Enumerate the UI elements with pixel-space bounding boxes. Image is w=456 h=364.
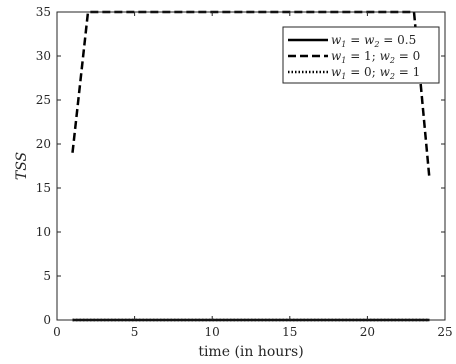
x-tick-label: 5	[131, 325, 139, 339]
x-axis-label: time (in hours)	[198, 344, 303, 360]
legend-label-2: w1 = 1; w2 = 0	[331, 49, 420, 65]
plot-frame	[56, 11, 446, 321]
legend-box	[282, 26, 440, 84]
legend-label-1: w1 = w2 = 0.5	[331, 33, 416, 49]
x-tick-label: 20	[360, 325, 375, 339]
ticks-layer: 0 5 10 15 20 25 0 5 10 15 20 25 30 35	[36, 5, 453, 339]
y-tick-label: 10	[36, 225, 51, 239]
legend-label-3: w1 = 0; w2 = 1	[331, 65, 420, 81]
y-tick-label: 0	[43, 313, 51, 327]
y-axis-label: TSS	[14, 152, 30, 180]
x-tick-label: 10	[205, 325, 220, 339]
x-tick-label: 0	[53, 325, 61, 339]
y-tick-label: 15	[36, 181, 51, 195]
legend: w1 = w2 = 0.5 w1 = 1; w2 = 0 w1 = 0; w2 …	[282, 26, 440, 84]
axes-layer	[56, 11, 446, 321]
x-tick-label: 15	[282, 325, 297, 339]
x-tick-label: 25	[437, 325, 452, 339]
y-tick-label: 35	[36, 5, 51, 19]
y-tick-label: 5	[43, 269, 51, 283]
y-tick-label: 30	[36, 49, 51, 63]
y-tick-label: 25	[36, 93, 51, 107]
y-tick-label: 20	[36, 137, 51, 151]
